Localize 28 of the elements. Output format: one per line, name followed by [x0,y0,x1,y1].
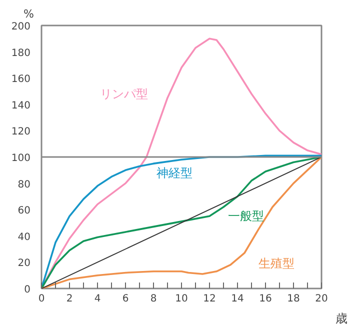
y-tick-label: 100 [11,153,31,164]
series-label: リンパ型 [100,86,148,101]
series-label: 神経型 [156,166,192,180]
x-tick-label: 12 [203,294,216,304]
y-tick-label: 20 [18,258,31,270]
series-label: 一般型 [228,209,264,224]
y-tick-label: 40 [18,232,31,243]
y-tick-label: 160 [11,74,31,86]
y-axis-title: % [24,8,34,20]
y-tick-label: 180 [11,48,31,59]
x-tick-label: 14 [231,294,244,304]
series-label: 生殖型 [258,256,295,271]
y-tick-label: 140 [11,100,31,112]
x-tick-label: 20 [315,294,328,304]
x-tick-label: 18 [287,294,300,304]
x-tick-label: 0 [38,294,45,304]
y-tick-label: 120 [11,126,31,138]
x-tick-label: 16 [259,294,272,304]
x-axis-title: 歳 [336,312,348,326]
x-tick-label: 6 [122,294,129,304]
y-tick-label: 60 [18,206,31,217]
x-tick-label: 4 [94,294,101,304]
x-tick-label: 10 [175,294,188,304]
x-tick-label: 8 [150,294,157,304]
y-tick-label: 80 [18,179,31,190]
y-tick-label: 200 [11,22,31,32]
x-tick-label: 2 [66,294,73,304]
y-tick-label: 0 [24,284,31,296]
